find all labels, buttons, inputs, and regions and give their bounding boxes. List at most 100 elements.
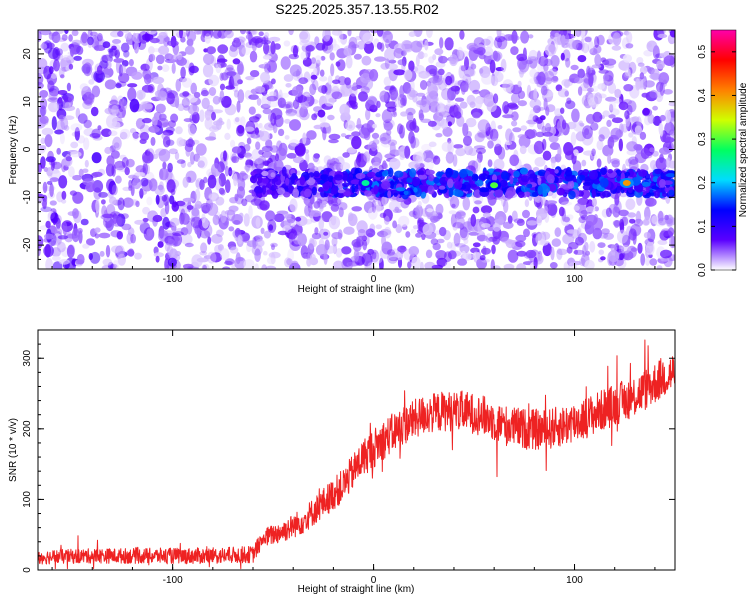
heatmap-cell <box>231 156 240 164</box>
heatmap-cell <box>481 73 493 85</box>
heatmap-cell <box>93 70 105 83</box>
heatmap-cell <box>495 67 504 72</box>
heatmap-cell <box>243 259 255 269</box>
heatmap-cell <box>557 88 569 98</box>
heatmap-cell <box>543 205 549 214</box>
heatmap-cell <box>544 43 557 57</box>
heatmap-cell <box>255 113 262 120</box>
heatmap-cell <box>263 250 268 256</box>
colorbar-label: Normalized spectral amplitude <box>738 82 749 217</box>
heatmap-cell <box>286 229 298 240</box>
heatmap-cell <box>132 32 143 44</box>
heatmap-cell <box>643 216 651 226</box>
heatmap-cell <box>606 119 612 127</box>
heatmap-cell <box>340 133 347 138</box>
heatmap-cell <box>442 126 453 137</box>
heatmap-cell <box>329 52 335 61</box>
heatmap-cell <box>338 202 348 211</box>
heatmap-cell <box>536 215 543 226</box>
heatmap-cell <box>224 260 233 265</box>
heatmap-cell <box>79 83 89 91</box>
heatmap-cell <box>586 65 591 78</box>
heatmap-band-cell <box>266 189 273 195</box>
heatmap-band-cell <box>537 176 542 186</box>
heatmap-cell <box>187 124 197 136</box>
heatmap-cell <box>52 89 59 97</box>
heatmap-cell <box>327 194 333 206</box>
heatmap-cell <box>447 137 452 144</box>
heatmap-cell <box>343 226 355 235</box>
heatmap-cell <box>157 65 163 71</box>
heatmap-cell <box>517 80 522 88</box>
heatmap-band-cell <box>390 180 395 189</box>
heatmap-cell <box>472 89 481 95</box>
heatmap-cell <box>455 216 465 229</box>
heatmap-cell <box>624 110 630 120</box>
heatmap-band-cell <box>375 171 383 178</box>
heatmap-cell <box>119 128 131 140</box>
heatmap-cell <box>135 200 140 208</box>
heatmap-cell <box>201 97 210 110</box>
heatmap-cell <box>265 210 276 222</box>
heatmap-cell <box>407 261 412 269</box>
heatmap-cell <box>618 138 623 152</box>
heatmap-cell <box>657 33 668 39</box>
heatmap-cell <box>438 77 448 91</box>
heatmap-cell <box>518 69 526 75</box>
heatmap-cell <box>459 244 470 254</box>
heatmap-cell <box>238 44 246 57</box>
heatmap-band-cell <box>579 174 586 181</box>
heatmap-cell <box>312 79 319 91</box>
heatmap-cell <box>613 98 622 104</box>
heatmap-cell <box>642 107 650 116</box>
heatmap-cell <box>551 238 561 247</box>
heatmap-cell <box>594 53 602 67</box>
heatmap-cell <box>177 200 189 208</box>
heatmap-cell <box>497 125 503 130</box>
heatmap-cell <box>259 200 270 211</box>
heatmap-cell <box>470 63 477 70</box>
heatmap-cell <box>224 209 236 216</box>
heatmap-cell <box>104 146 112 155</box>
heatmap-cell <box>445 75 453 86</box>
heatmap-cell <box>220 248 230 261</box>
heatmap-cell <box>265 265 277 269</box>
heatmap-cell <box>379 257 384 269</box>
heatmap-cell <box>472 112 481 119</box>
heatmap-cell <box>254 127 259 135</box>
heatmap-cell <box>39 115 49 125</box>
heatmap-cell <box>417 200 422 207</box>
heatmap-cell <box>88 79 95 85</box>
heatmap-cell <box>46 167 53 177</box>
heatmap-cell <box>546 202 558 216</box>
heatmap-cell <box>384 48 396 62</box>
heatmap-cell <box>341 246 352 255</box>
heatmap-cell <box>187 104 200 115</box>
heatmap-cell <box>228 47 239 58</box>
heatmap-cell <box>258 149 264 155</box>
heatmap-cell <box>651 215 659 225</box>
heatmap-cell <box>565 100 576 110</box>
heatmap-cell <box>372 123 377 129</box>
heatmap-cell <box>536 106 545 111</box>
heatmap-cell <box>237 61 244 75</box>
heatmap-cell <box>232 58 241 65</box>
heatmap-cell <box>121 157 129 168</box>
heatmap-cell <box>415 54 420 67</box>
heatmap-cell <box>234 256 246 269</box>
heatmap-cell <box>99 60 109 69</box>
heatmap-cell <box>665 157 671 169</box>
heatmap-cell <box>83 96 93 105</box>
heatmap-cell <box>251 36 264 44</box>
heatmap-cell <box>167 162 173 173</box>
heatmap-cell <box>152 153 159 160</box>
heatmap-cell <box>131 71 143 80</box>
heatmap-cell <box>416 150 427 162</box>
heatmap-cell <box>379 132 392 145</box>
heatmap-cell <box>226 64 234 72</box>
heatmap-cell <box>351 238 364 248</box>
heatmap-cell <box>214 177 222 191</box>
heatmap-cell <box>39 90 49 98</box>
heatmap-band-cell <box>327 175 334 183</box>
